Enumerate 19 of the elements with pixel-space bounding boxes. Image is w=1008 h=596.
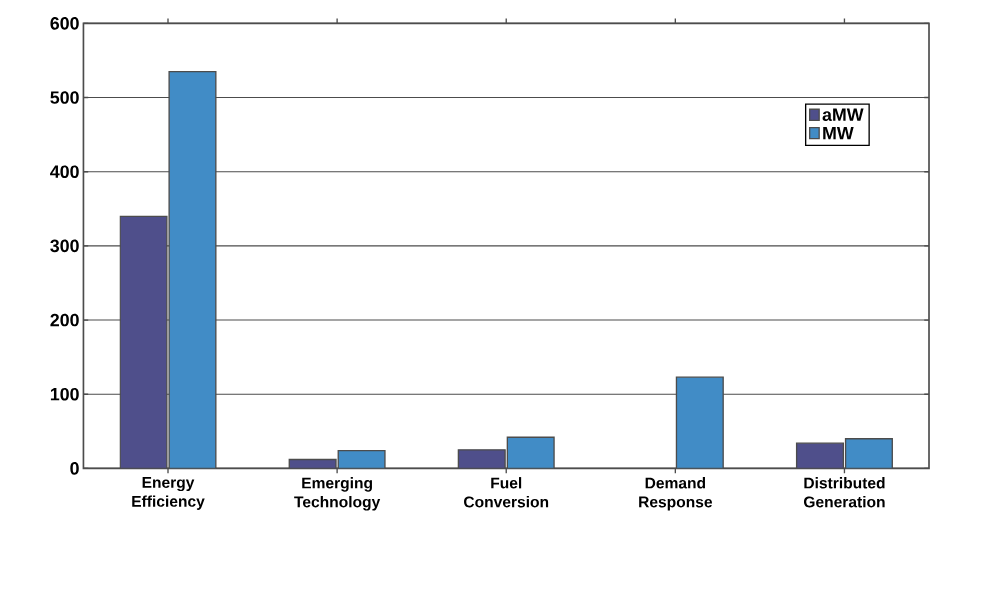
y-tick-label: 100: [50, 387, 79, 401]
y-tick-label: 400: [50, 165, 79, 178]
y-tick-label: 0: [70, 461, 79, 475]
y-tick-label: 500: [50, 91, 79, 104]
y-tick-label: 200: [50, 313, 79, 327]
x-tick-label: Demand Response: [639, 476, 713, 511]
x-tick-label: Distributed Generation: [803, 476, 885, 508]
bar: [506, 436, 555, 469]
bar: [675, 376, 724, 469]
x-tick-label: Fuel Conversion: [464, 476, 549, 508]
y-tick-label: 600: [50, 16, 79, 30]
y-tick-label: 300: [50, 239, 79, 253]
legend-label: aMW: [822, 108, 864, 121]
bar: [337, 449, 386, 469]
legend-label: MW: [823, 126, 854, 140]
x-tick-label: Emerging Technology: [294, 476, 381, 511]
bar: [844, 437, 893, 469]
bar: [168, 70, 217, 469]
x-tick-label: Energy Efficiency: [132, 476, 205, 510]
